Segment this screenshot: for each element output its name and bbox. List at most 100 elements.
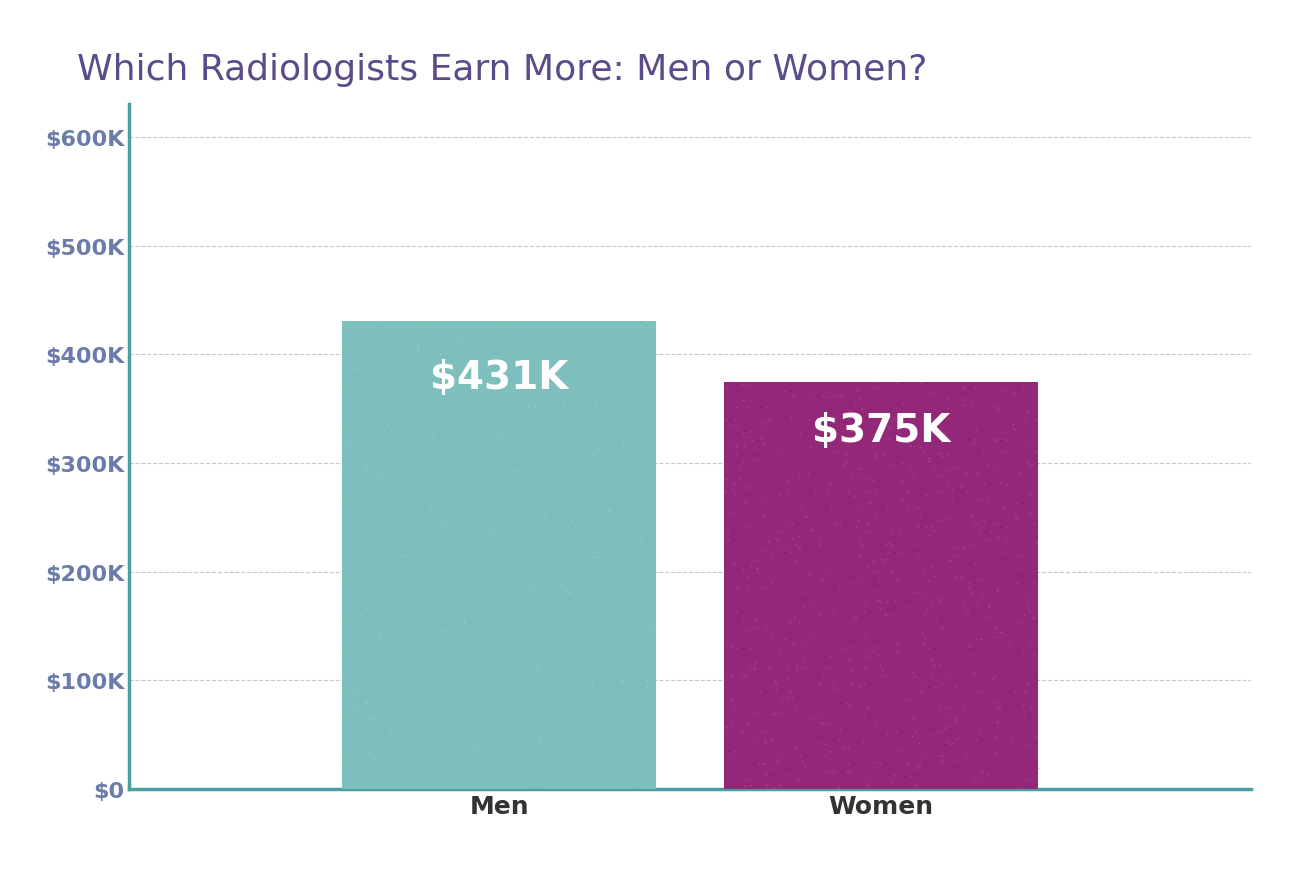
Point bbox=[449, 489, 470, 503]
Point bbox=[953, 702, 974, 717]
Point bbox=[450, 375, 471, 389]
Point bbox=[591, 443, 611, 457]
Point bbox=[862, 645, 882, 659]
Point bbox=[889, 524, 909, 538]
Point bbox=[519, 367, 539, 381]
Point bbox=[1007, 512, 1028, 526]
Point bbox=[350, 608, 370, 622]
Point bbox=[746, 656, 766, 670]
Point bbox=[720, 638, 740, 652]
Point bbox=[566, 595, 587, 610]
Point bbox=[838, 653, 859, 667]
Point bbox=[951, 480, 971, 494]
Point bbox=[502, 440, 522, 454]
Point bbox=[513, 717, 534, 731]
Point bbox=[359, 711, 379, 725]
Point bbox=[503, 600, 524, 614]
Point bbox=[1017, 590, 1037, 604]
Point bbox=[912, 445, 933, 459]
Point bbox=[869, 756, 890, 770]
Point bbox=[1026, 445, 1046, 459]
Point bbox=[868, 595, 889, 609]
Point bbox=[947, 461, 968, 475]
Point bbox=[964, 435, 984, 449]
Point bbox=[765, 707, 786, 721]
Point bbox=[1020, 507, 1041, 521]
Point bbox=[475, 493, 495, 507]
Point bbox=[836, 455, 857, 469]
Point bbox=[817, 424, 837, 438]
Point bbox=[780, 545, 801, 560]
Point bbox=[553, 590, 574, 604]
Point bbox=[568, 667, 588, 681]
Point bbox=[783, 638, 804, 652]
Point bbox=[788, 467, 809, 481]
Point bbox=[795, 586, 815, 600]
Point bbox=[337, 434, 357, 448]
Point bbox=[795, 759, 815, 773]
Point bbox=[770, 750, 791, 764]
Point bbox=[944, 753, 965, 767]
Point bbox=[1018, 436, 1038, 450]
Point bbox=[618, 728, 639, 742]
Point bbox=[611, 674, 632, 688]
Point bbox=[511, 781, 531, 795]
Point bbox=[743, 731, 764, 745]
Point bbox=[551, 561, 571, 575]
Point bbox=[530, 637, 551, 651]
Point bbox=[747, 706, 768, 720]
Point bbox=[761, 575, 782, 589]
Point bbox=[997, 433, 1018, 447]
Point bbox=[987, 716, 1007, 730]
Point bbox=[533, 510, 553, 524]
Point bbox=[837, 757, 858, 771]
Point bbox=[715, 485, 735, 499]
Point bbox=[749, 686, 770, 700]
Point bbox=[931, 753, 952, 767]
Point bbox=[984, 434, 1005, 448]
Point bbox=[433, 623, 454, 637]
Point bbox=[606, 347, 627, 361]
Point bbox=[793, 601, 814, 615]
Point bbox=[819, 745, 840, 759]
Point bbox=[455, 620, 476, 634]
Point bbox=[1024, 517, 1045, 531]
Point bbox=[391, 331, 412, 345]
Point bbox=[361, 439, 382, 453]
Point bbox=[556, 554, 577, 568]
Point bbox=[574, 730, 595, 744]
Point bbox=[402, 596, 423, 610]
Point bbox=[529, 371, 550, 385]
Point bbox=[357, 635, 378, 649]
Point bbox=[924, 659, 944, 673]
Point bbox=[751, 431, 771, 446]
Point bbox=[759, 661, 779, 675]
Point bbox=[848, 503, 868, 517]
Point bbox=[913, 607, 934, 621]
Point bbox=[375, 625, 396, 639]
Point bbox=[569, 766, 590, 781]
Point bbox=[991, 446, 1011, 460]
Point bbox=[911, 684, 931, 698]
Point bbox=[789, 542, 810, 556]
Point bbox=[1006, 496, 1027, 510]
Point bbox=[488, 432, 508, 446]
Point bbox=[639, 365, 659, 379]
Point bbox=[361, 710, 382, 724]
Point bbox=[473, 349, 494, 363]
Point bbox=[1014, 684, 1035, 698]
Point bbox=[499, 770, 520, 784]
Point bbox=[739, 658, 760, 672]
Point bbox=[362, 512, 383, 526]
Point bbox=[562, 441, 583, 455]
Point bbox=[902, 729, 922, 743]
Point bbox=[393, 517, 414, 531]
Point bbox=[631, 530, 651, 544]
Point bbox=[921, 652, 942, 667]
Point bbox=[884, 768, 904, 782]
Point bbox=[811, 710, 832, 724]
Point bbox=[501, 434, 521, 448]
Point bbox=[490, 502, 511, 516]
Point bbox=[795, 654, 815, 668]
Point bbox=[360, 650, 381, 664]
